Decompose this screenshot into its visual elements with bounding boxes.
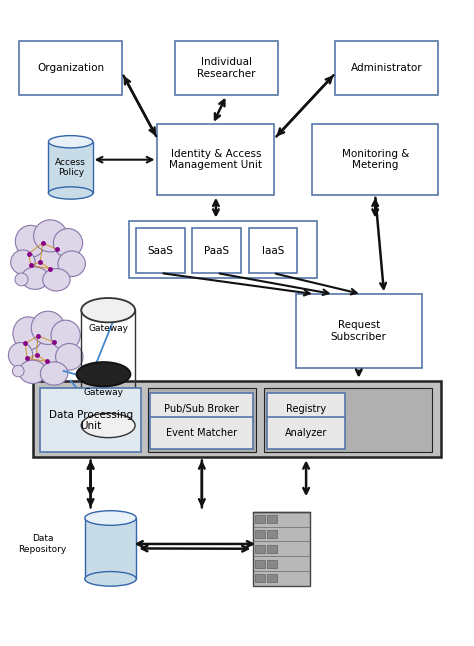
FancyBboxPatch shape — [150, 393, 254, 426]
Text: IaaS: IaaS — [262, 245, 284, 256]
Ellipse shape — [15, 225, 46, 257]
Bar — [48, 141, 93, 193]
Bar — [255, 574, 265, 582]
FancyBboxPatch shape — [150, 417, 254, 449]
Text: Access
Policy: Access Policy — [55, 158, 86, 177]
FancyBboxPatch shape — [267, 417, 345, 449]
Ellipse shape — [81, 413, 135, 437]
Text: Administrator: Administrator — [351, 63, 423, 73]
Text: SaaS: SaaS — [147, 245, 173, 256]
Bar — [255, 516, 265, 523]
FancyBboxPatch shape — [192, 228, 241, 273]
Ellipse shape — [51, 320, 80, 350]
Text: Organization: Organization — [37, 63, 104, 73]
Ellipse shape — [15, 273, 28, 286]
Text: Individual
Researcher: Individual Researcher — [198, 57, 256, 79]
FancyBboxPatch shape — [157, 125, 274, 195]
Ellipse shape — [11, 250, 35, 275]
FancyBboxPatch shape — [336, 41, 438, 95]
FancyBboxPatch shape — [296, 294, 422, 368]
Text: Pub/Sub Broker: Pub/Sub Broker — [164, 404, 239, 415]
Text: Gateway: Gateway — [83, 388, 124, 397]
Text: Request
Subscriber: Request Subscriber — [331, 320, 387, 342]
Bar — [267, 545, 277, 553]
Bar — [254, 512, 310, 585]
FancyBboxPatch shape — [267, 393, 345, 426]
Text: Registry: Registry — [286, 404, 326, 415]
Ellipse shape — [12, 365, 24, 377]
Ellipse shape — [58, 251, 85, 276]
FancyBboxPatch shape — [33, 380, 441, 457]
Bar — [85, 518, 137, 579]
Bar — [267, 559, 277, 568]
FancyBboxPatch shape — [249, 228, 297, 273]
FancyBboxPatch shape — [129, 220, 317, 278]
Text: Identity & Access
Management Unit: Identity & Access Management Unit — [169, 149, 263, 171]
Text: Data Processing
Unit: Data Processing Unit — [48, 410, 133, 431]
Ellipse shape — [48, 136, 93, 148]
Ellipse shape — [19, 360, 46, 384]
Ellipse shape — [54, 229, 82, 257]
Ellipse shape — [20, 236, 75, 282]
FancyBboxPatch shape — [175, 41, 278, 95]
Ellipse shape — [81, 298, 135, 322]
Bar — [255, 530, 265, 538]
FancyBboxPatch shape — [40, 388, 141, 452]
Ellipse shape — [48, 187, 93, 199]
Ellipse shape — [43, 269, 70, 291]
Ellipse shape — [85, 511, 137, 525]
Ellipse shape — [9, 342, 33, 368]
Text: Data
Repository: Data Repository — [18, 534, 67, 554]
Bar — [267, 574, 277, 582]
FancyBboxPatch shape — [137, 228, 185, 273]
Text: Gateway: Gateway — [88, 324, 128, 333]
Bar — [267, 516, 277, 523]
Text: Monitoring &
Metering: Monitoring & Metering — [341, 149, 409, 171]
FancyBboxPatch shape — [19, 41, 122, 95]
Text: Analyzer: Analyzer — [285, 428, 327, 438]
Bar — [267, 530, 277, 538]
Ellipse shape — [18, 329, 73, 375]
Bar — [255, 545, 265, 553]
Bar — [255, 559, 265, 568]
Ellipse shape — [77, 362, 130, 386]
FancyBboxPatch shape — [312, 125, 438, 195]
Ellipse shape — [55, 344, 83, 370]
Ellipse shape — [34, 220, 67, 252]
Ellipse shape — [31, 311, 65, 344]
Ellipse shape — [21, 267, 49, 289]
Ellipse shape — [40, 362, 68, 385]
FancyBboxPatch shape — [264, 388, 432, 452]
Ellipse shape — [85, 572, 137, 586]
Text: Event Matcher: Event Matcher — [166, 428, 237, 438]
Text: PaaS: PaaS — [204, 245, 229, 256]
FancyBboxPatch shape — [148, 388, 256, 452]
Ellipse shape — [13, 317, 44, 350]
